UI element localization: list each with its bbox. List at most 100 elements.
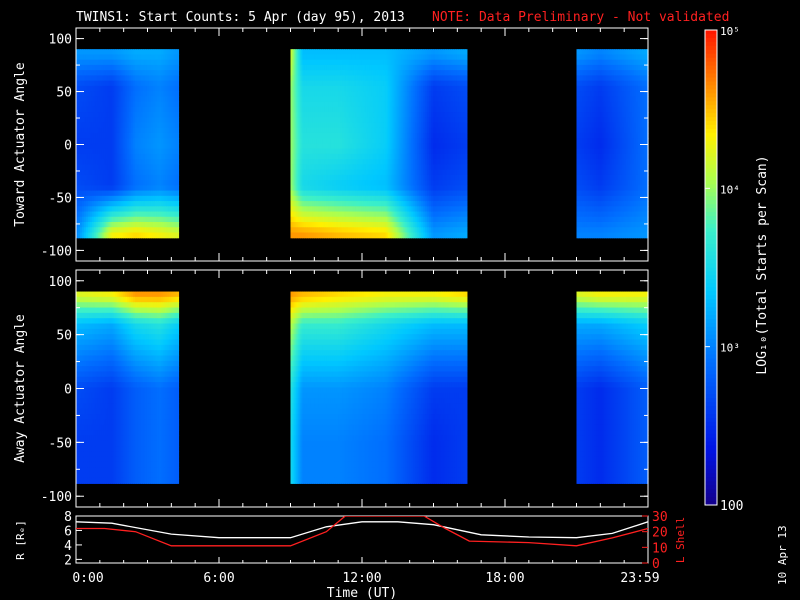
heatmap-cell bbox=[168, 122, 172, 129]
heatmap-cell bbox=[123, 85, 126, 92]
heatmap-cell bbox=[381, 174, 385, 181]
heatmap-cell bbox=[421, 85, 424, 92]
heatmap-cell bbox=[139, 195, 142, 202]
heatmap-cell bbox=[347, 138, 351, 145]
heatmap-cell bbox=[460, 174, 464, 181]
heatmap-cell bbox=[300, 59, 303, 66]
heatmap-cell bbox=[385, 185, 389, 192]
heatmap-cell bbox=[160, 180, 164, 186]
heatmap-cell bbox=[415, 54, 418, 61]
heatmap-cell bbox=[115, 91, 118, 97]
heatmap-cell bbox=[296, 195, 300, 202]
heatmap-cell bbox=[156, 138, 160, 145]
heatmap-cell bbox=[318, 227, 321, 234]
heatmap-cell bbox=[401, 164, 405, 171]
heatmap-cell bbox=[158, 211, 162, 218]
heatmap-cell bbox=[113, 227, 117, 234]
heatmap-cell bbox=[429, 122, 432, 129]
heatmap-cell bbox=[154, 75, 158, 82]
heatmap-cell bbox=[290, 232, 294, 239]
heatmap-cell bbox=[135, 91, 138, 97]
heatmap-cell bbox=[150, 221, 154, 228]
heatmap-cell bbox=[433, 153, 436, 160]
heatmap-cell bbox=[365, 180, 369, 186]
heatmap-cell bbox=[371, 159, 375, 165]
heatmap-cell bbox=[160, 91, 164, 97]
heatmap-cell bbox=[292, 174, 296, 181]
heatmap-cell bbox=[351, 185, 355, 192]
heatmap-cell bbox=[152, 117, 156, 124]
heatmap-cell bbox=[115, 153, 118, 160]
heatmap-cell bbox=[172, 232, 176, 239]
heatmap-cell bbox=[83, 180, 87, 186]
heatmap-cell bbox=[349, 143, 353, 150]
heatmap-cell bbox=[407, 138, 410, 145]
heatmap-cell bbox=[172, 80, 176, 87]
heatmap-cell bbox=[407, 106, 410, 113]
heatmap-cell bbox=[425, 85, 428, 92]
heatmap-cell bbox=[453, 138, 456, 145]
heatmap-cell bbox=[447, 169, 450, 176]
heatmap-cell bbox=[79, 143, 83, 150]
heatmap-cell bbox=[403, 169, 407, 176]
heatmap-cell bbox=[76, 64, 79, 71]
heatmap-cell bbox=[101, 221, 105, 228]
heatmap-cell bbox=[111, 159, 115, 165]
heatmap-cell bbox=[338, 159, 341, 165]
heatmap-cell bbox=[312, 180, 315, 186]
heatmap-cell bbox=[393, 148, 397, 155]
heatmap-cell bbox=[423, 91, 426, 97]
heatmap-cell bbox=[144, 221, 148, 228]
heatmap-cell bbox=[109, 112, 113, 118]
heatmap-cell bbox=[359, 227, 363, 234]
heatmap-cell bbox=[298, 127, 302, 134]
heatmap-cell bbox=[353, 153, 357, 160]
heatmap-cell bbox=[115, 201, 118, 207]
heatmap-cell bbox=[379, 190, 383, 197]
heatmap-cell bbox=[399, 132, 403, 139]
heatmap-cell bbox=[316, 174, 319, 181]
heatmap-cell bbox=[330, 112, 333, 118]
heatmap-cell bbox=[381, 112, 385, 118]
heatmap-cell bbox=[300, 216, 303, 223]
heatmap-cell bbox=[306, 49, 309, 56]
heatmap-cell bbox=[437, 85, 440, 92]
heatmap-cell bbox=[160, 174, 164, 181]
heatmap-cell bbox=[99, 112, 103, 118]
heatmap-cell bbox=[308, 180, 311, 186]
heatmap-cell bbox=[328, 75, 331, 82]
heatmap-cell bbox=[146, 159, 150, 165]
heatmap-cell bbox=[302, 64, 305, 71]
heatmap-cell bbox=[97, 180, 101, 186]
heatmap-cell bbox=[318, 106, 321, 113]
heatmap-cell bbox=[156, 122, 160, 129]
heatmap-cell bbox=[328, 96, 331, 103]
heatmap-cell bbox=[121, 85, 124, 92]
heatmap-cell bbox=[144, 85, 148, 92]
heatmap-cell bbox=[373, 211, 377, 218]
heatmap-cell bbox=[115, 138, 118, 145]
heatmap-cell bbox=[458, 221, 462, 228]
heatmap-cell bbox=[395, 106, 399, 113]
heatmap-cell bbox=[363, 164, 367, 171]
heatmap-cell bbox=[79, 80, 83, 87]
heatmap-cell bbox=[144, 211, 148, 218]
heatmap-cell bbox=[415, 211, 418, 218]
heatmap-cell bbox=[411, 211, 414, 218]
heatmap-cell bbox=[76, 174, 79, 181]
heatmap-cell bbox=[300, 180, 303, 186]
heatmap-cell bbox=[97, 174, 101, 181]
heatmap-cell bbox=[425, 201, 428, 207]
heatmap-cell bbox=[413, 164, 416, 171]
heatmap-cell bbox=[294, 106, 298, 113]
heatmap-cell bbox=[296, 101, 300, 108]
heatmap-cell bbox=[449, 80, 452, 87]
heatmap-cell bbox=[373, 127, 377, 134]
heatmap-cell bbox=[137, 112, 140, 118]
heatmap-cell bbox=[170, 54, 174, 61]
heatmap-cell bbox=[146, 216, 150, 223]
heatmap-cell bbox=[349, 232, 353, 239]
heatmap-cell bbox=[95, 112, 99, 118]
heatmap-cell bbox=[397, 180, 401, 186]
heatmap-cell bbox=[146, 148, 150, 155]
